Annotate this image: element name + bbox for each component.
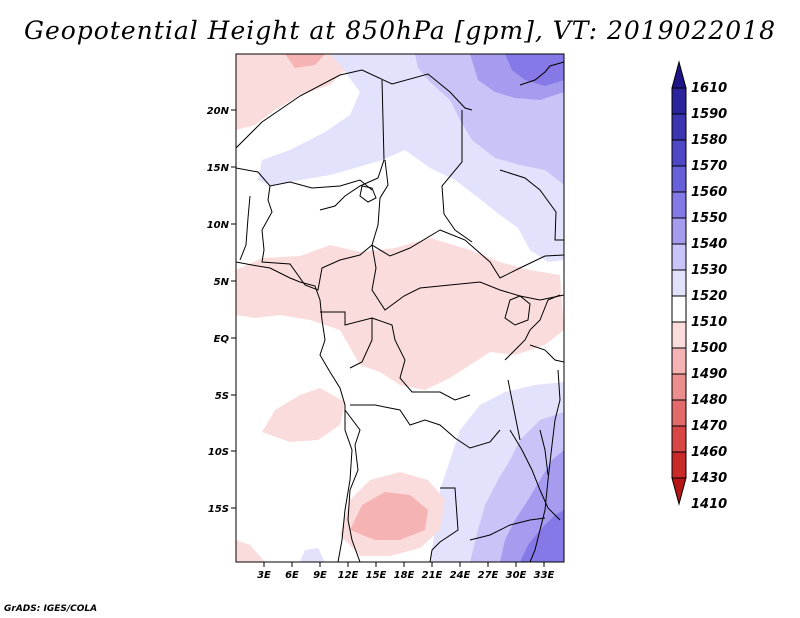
colorbar-label: 1550 [691,211,727,226]
border-egypt-sudan [441,110,473,243]
colorbar-swatch [671,113,687,141]
shade-1490-northwest [285,54,325,68]
colorbar-label: 1480 [691,393,727,408]
border-sudan-south [439,229,564,279]
shade-1500-gulf [236,238,564,390]
lon-label-21e: 21E [422,570,443,581]
colorbar-swatch [671,295,687,323]
border-congo [371,317,471,401]
colorbar-bottom-arrow [671,477,687,506]
border-nigeria [261,185,373,291]
footer-credit: GrADS: IGES/COLA [4,604,98,614]
coastline-east [529,369,561,562]
colorbar-label: 1580 [691,133,727,148]
lat-label-5s: 5S [215,391,229,402]
colorbar-label: 1410 [691,497,727,512]
lat-label-eq: EQ [214,334,230,345]
lat-label-15s: 15S [208,504,229,515]
lon-label-6e: 6E [285,570,299,581]
border-mozambique [509,429,561,521]
map-frame [235,53,565,563]
lake-chad [359,185,377,203]
lake-victoria [504,295,531,326]
colorbar-label: 1560 [691,185,727,200]
colorbar-label: 1460 [691,445,727,460]
border-chad-east [371,159,441,257]
colorbar-label: 1570 [691,159,727,174]
coastline-west [236,261,353,562]
lat-label-10s: 10S [208,447,229,458]
lat-label-5n: 5N [214,277,230,288]
map-title: Geopotential Height at 850hPa [gpm], VT:… [23,16,777,45]
lat-axis: 20N 15N 10N 5N EQ 5S 10S 15S [207,106,236,515]
boundaries [236,61,564,562]
colorbar-swatch [671,399,687,427]
border-north-a [236,69,473,149]
lon-label-12e: 12E [338,570,359,581]
lake-malawi [539,429,549,476]
lon-label-30e: 30E [506,570,527,581]
colorbar-label: 1590 [691,107,727,122]
lat-label-20n: 20N [207,106,230,117]
lon-label-33e: 33E [534,570,555,581]
colorbar-label: 1520 [691,289,727,304]
colorbar-label: 1470 [691,419,727,434]
border-ethiopia [499,169,564,241]
shade-1490-south [350,492,428,540]
colorbar-label: 1540 [691,237,727,252]
border-lakes [504,294,561,361]
colorbar-top-arrow [671,60,687,89]
lon-label-27e: 27E [478,570,499,581]
colorbar-swatch [671,217,687,245]
lat-label-10n: 10N [207,220,230,231]
colorbar-swatch [671,373,687,401]
colorbar-swatch [671,451,687,479]
coastline-northeast [519,61,564,86]
colorbar-label: 1500 [691,341,727,356]
shade-1500-southwest-corner [236,540,265,562]
shade-1550-corner [505,54,564,86]
lon-label-15e: 15E [366,570,387,581]
shade-1500-angola [262,388,345,442]
border-angola-south [344,409,361,562]
colorbar-label: 1490 [691,367,727,382]
lon-label-3e: 3E [257,570,271,581]
lake-tanganyika [507,379,521,441]
colorbar-swatch [671,191,687,219]
lon-label-9e: 9E [313,570,327,581]
shade-1520-southwest [300,548,325,562]
colorbar-swatch [671,269,687,297]
shade-1500-northwest [236,54,345,130]
lat-label-15n: 15N [207,163,230,174]
colorbar-label: 1430 [691,471,727,486]
border-drc-south [350,404,501,449]
shade-1550-south [520,510,564,562]
colorbar-swatch [671,87,687,115]
border-benin [239,195,251,261]
border-zimbabwe [469,517,546,541]
colorbar-swatch [671,425,687,453]
colorbar: 1610 1590 1580 1570 1560 1550 1540 1530 1520 1510… [671,60,727,512]
colorbar-label: 1530 [691,263,727,278]
border-zambia [429,487,459,562]
colorbar-swatch [671,139,687,167]
colorbar-label: 1510 [691,315,727,330]
colorbar-label: 1610 [691,81,727,96]
border-sahel [236,167,373,191]
lon-label-24e: 24E [450,570,471,581]
colorbar-swatch [671,321,687,349]
colorbar-swatch [671,243,687,271]
border-east [529,344,564,363]
lon-axis: 3E 6E 9E 12E 15E 18E 21E 24E 27E 30E 33E [257,562,555,581]
colorbar-swatch [671,347,687,375]
height-field [236,54,564,562]
lon-label-18e: 18E [394,570,415,581]
border-central [371,244,564,311]
colorbar-swatch [671,165,687,193]
border-north-b [319,79,385,211]
